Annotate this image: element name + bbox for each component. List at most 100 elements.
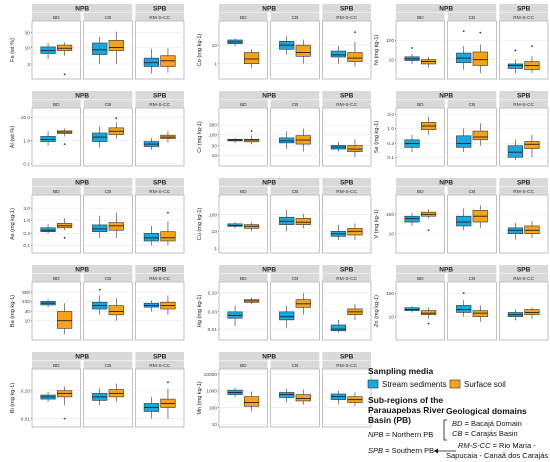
outlier <box>167 381 169 384</box>
panel <box>83 20 133 80</box>
strip-subregion <box>219 99 268 108</box>
strip-subregion <box>499 99 548 108</box>
panel <box>395 20 445 80</box>
strip-subregion-label: CB <box>105 276 112 282</box>
box-surface-soil <box>347 52 363 62</box>
panel <box>270 281 320 341</box>
chart-co: NPB SPB BD CB RM-S-CC 1 10 Co (mg kg-1) <box>197 4 372 80</box>
panel <box>31 194 81 254</box>
strip-subregion <box>135 186 184 195</box>
chart-cu: NPB SPB BD CB RM-S-CC 1 10 100 Cu (mg kg-1) <box>197 178 372 254</box>
strip-subregion <box>135 12 184 21</box>
panel <box>270 194 320 254</box>
box-surface-soil <box>57 311 73 329</box>
strip-subregion <box>270 186 320 195</box>
panel <box>447 194 497 254</box>
chart-v: NPB SPB BD CB RM-S-CC 10 100 V (mg kg-1) <box>374 178 549 254</box>
strip-spb <box>135 352 184 360</box>
legend-domains-title: Geological domains <box>446 406 527 416</box>
strip-spb-label: SPB <box>153 267 167 274</box>
box-surface-soil <box>472 130 488 141</box>
tick-label: 10 <box>25 318 31 324</box>
chart-hg: NPB SPB BD CB RM-S-CC 0.01 0.03 0.10 Hg (mg kg-1… <box>197 265 372 341</box>
box-stream-sediments <box>456 135 472 148</box>
chart-ba: NPB SPB BD CB RM-S-CC 10 30 100 300 Ba (mg kg-1) <box>10 265 185 341</box>
legend-bd-line: BD = Bacajá Domain <box>452 419 522 428</box>
tick-label: 3.0 <box>387 112 394 118</box>
legend-npb-abbr: NPB <box>368 430 383 439</box>
strip-npb <box>32 91 133 99</box>
strip-spb <box>135 4 184 12</box>
tick-label: 10 <box>25 45 31 51</box>
strip-subregion-label: BD <box>53 189 60 195</box>
tick-label: 0.03 <box>208 310 218 316</box>
y-axis-label: Hg (mg kg-1) <box>197 295 203 328</box>
box-surface-soil <box>347 145 363 152</box>
strip-subregion <box>270 99 320 108</box>
legend-subregions-title-2: Parauapebas River <box>368 405 445 415</box>
strip-spb <box>322 4 371 12</box>
tick-label: 300 <box>209 123 217 129</box>
legend-bd-desc: = Bacajá Domain <box>462 419 521 428</box>
strip-npb-label: NPB <box>75 267 89 274</box>
strip-spb-label: SPB <box>340 93 354 100</box>
panel <box>447 107 497 167</box>
strip-npb <box>219 265 320 273</box>
legend-cb-desc: = Carajás Basin <box>462 429 517 438</box>
strip-spb-label: SPB <box>340 267 354 274</box>
chart-fe: NPB SPB BD CB RM-S-CC 3 10 30 Fe (wt.%) <box>10 4 185 80</box>
strip-subregion-label: RM-S-CC <box>336 276 357 282</box>
outlier <box>63 143 66 146</box>
box-stream-sediments <box>456 215 472 227</box>
y-axis-label: Ni (mg kg-1) <box>374 34 380 65</box>
strip-subregion-label: RM-S-CC <box>336 363 357 369</box>
outlier <box>354 31 356 34</box>
box-stream-sediments <box>507 227 523 234</box>
strip-subregion <box>32 360 81 369</box>
legend-soil-swatch <box>449 379 461 389</box>
outlier <box>427 229 430 232</box>
strip-subregion <box>83 360 133 369</box>
strip-npb-label: NPB <box>75 6 89 13</box>
strip-npb-label: NPB <box>439 6 453 13</box>
strip-subregion-label: CB <box>292 15 299 21</box>
strip-subregion-label: RM-S-CC <box>513 102 534 108</box>
strip-npb <box>219 352 320 360</box>
strip-subregion-label: BD <box>240 363 247 369</box>
strip-subregion <box>322 273 371 282</box>
strip-subregion <box>135 273 184 282</box>
box-surface-soil <box>108 222 124 231</box>
tick-label: 0.1 <box>23 243 30 249</box>
legend-stream-label: Stream sediments <box>382 380 446 389</box>
panel <box>218 281 268 341</box>
outlier <box>427 322 430 325</box>
chart-al: NPB SPB BD CB RM-S-CC 0.1 1.0 10.0 Al (wt.%) <box>10 91 185 168</box>
panel <box>135 368 185 428</box>
tick-label: 1 <box>214 246 217 252</box>
legend-spb-abbr: SPB <box>368 446 383 455</box>
strip-subregion <box>499 12 548 21</box>
legend-rm-line-2: Sapucaia - Canaã dos Carajás <box>446 451 548 460</box>
panel <box>322 20 372 80</box>
tick-label: 0.1 <box>387 155 394 161</box>
strip-subregion <box>32 186 81 195</box>
strip-subregion-label: CB <box>105 363 112 369</box>
box-stream-sediments <box>279 137 295 144</box>
strip-subregion-label: BD <box>240 15 247 21</box>
strip-subregion <box>322 99 371 108</box>
strip-subregion-label: CB <box>469 15 476 21</box>
strip-subregion-label: CB <box>105 189 112 195</box>
strip-npb <box>32 265 133 273</box>
tick-label: 100 <box>386 38 394 44</box>
strip-spb-label: SPB <box>340 6 354 13</box>
strip-spb-label: SPB <box>340 180 354 187</box>
box-surface-soil <box>160 231 176 242</box>
panel <box>135 107 185 167</box>
panel <box>31 281 81 341</box>
strip-subregion <box>322 360 371 369</box>
box-stream-sediments <box>40 136 56 142</box>
tick-label: 100 <box>386 212 394 218</box>
